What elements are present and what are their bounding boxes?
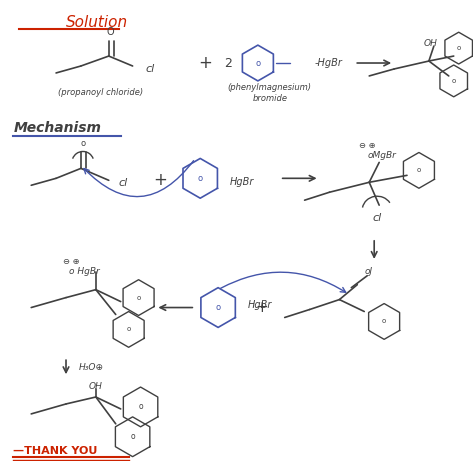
Text: o: o (456, 45, 461, 51)
Text: -HgBr: -HgBr (315, 58, 342, 68)
Text: bromide: bromide (252, 94, 287, 103)
Text: o: o (127, 327, 131, 332)
Text: +: + (154, 171, 167, 189)
Text: cl: cl (146, 64, 155, 74)
Text: o: o (417, 167, 421, 173)
Text: HgBr: HgBr (248, 299, 272, 310)
Text: o: o (81, 140, 85, 148)
Text: (phenylmagnesium): (phenylmagnesium) (228, 83, 312, 92)
Text: o: o (382, 318, 386, 324)
Text: OH: OH (89, 382, 103, 391)
Text: —THANK YOU: —THANK YOU (13, 446, 109, 456)
Text: Mechanism: Mechanism (13, 121, 101, 134)
Text: ⊖ ⊕: ⊖ ⊕ (359, 141, 376, 150)
Text: o: o (130, 432, 135, 441)
Text: O: O (107, 27, 115, 37)
Text: o: o (452, 78, 456, 84)
Text: H₃O⊕: H₃O⊕ (79, 363, 104, 371)
Text: o: o (137, 295, 141, 301)
Text: o: o (138, 402, 143, 412)
Text: o: o (216, 303, 221, 312)
Text: o HgBr: o HgBr (69, 267, 100, 276)
Text: cl: cl (118, 178, 128, 188)
Text: cl: cl (373, 213, 382, 223)
Text: o: o (198, 174, 203, 183)
Text: +: + (255, 300, 268, 315)
Text: OH: OH (424, 39, 438, 48)
Text: Solution: Solution (66, 15, 128, 30)
Text: oMgBr: oMgBr (367, 151, 396, 160)
Text: 2: 2 (224, 56, 232, 69)
Text: +: + (198, 54, 212, 72)
Text: HgBr: HgBr (230, 177, 255, 187)
Text: ⊖ ⊕: ⊖ ⊕ (63, 257, 80, 266)
Text: oJ: oJ (364, 267, 373, 276)
Text: o: o (255, 59, 260, 67)
Text: (propanoyl chloride): (propanoyl chloride) (58, 88, 143, 97)
